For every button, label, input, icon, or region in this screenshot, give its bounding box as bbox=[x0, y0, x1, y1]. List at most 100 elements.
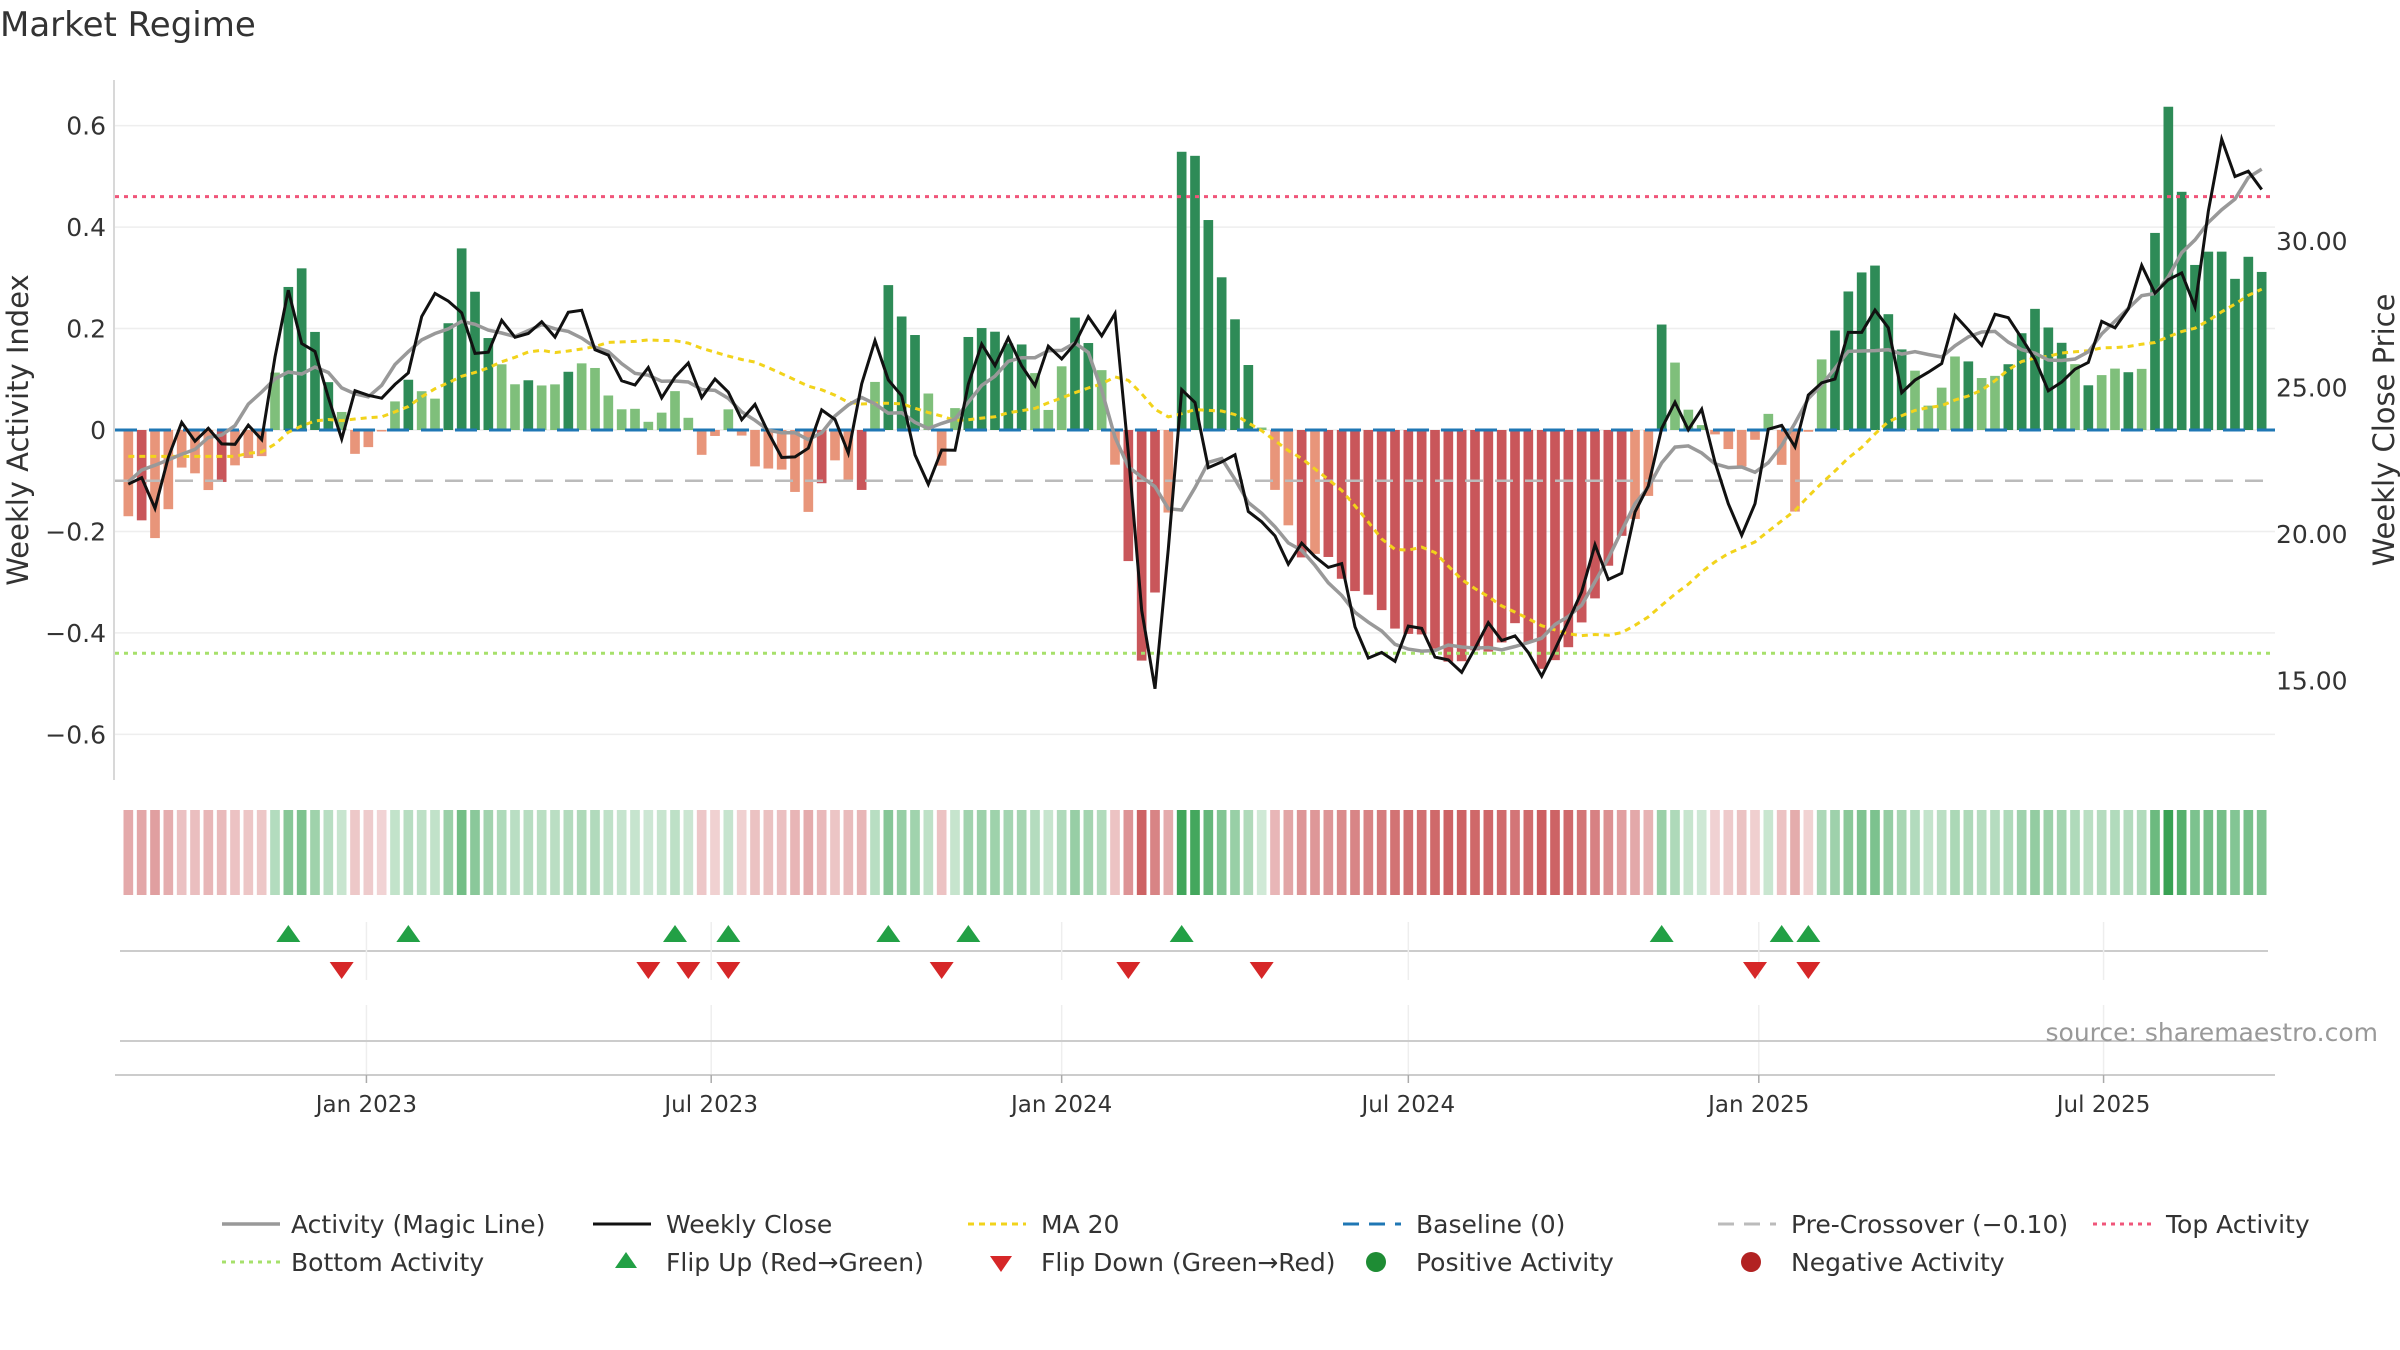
regime-cell bbox=[643, 810, 654, 895]
x-tick-label: Jan 2023 bbox=[314, 1092, 417, 1118]
activity-bar bbox=[1390, 430, 1400, 629]
regime-cell bbox=[1550, 810, 1560, 895]
activity-bar bbox=[736, 430, 747, 436]
regime-cell bbox=[1243, 810, 1254, 895]
chart-title: Market Regime bbox=[0, 5, 256, 45]
regime-cell bbox=[150, 810, 160, 895]
regime-cell bbox=[1296, 810, 1307, 895]
regime-cell bbox=[2110, 810, 2120, 895]
flip-up-marker bbox=[1649, 925, 1674, 942]
activity-bar bbox=[1230, 319, 1240, 430]
legend-label-ma20: MA 20 bbox=[1041, 1210, 1119, 1239]
regime-cell bbox=[523, 810, 534, 895]
y-left-tick-label: −0.6 bbox=[45, 720, 106, 749]
activity-bar bbox=[296, 268, 307, 430]
x-tick-label: Jul 2025 bbox=[2055, 1092, 2151, 1118]
activity-bar bbox=[510, 384, 520, 430]
activity-bar bbox=[1296, 430, 1307, 558]
legend-swatch-positive bbox=[1366, 1252, 1386, 1272]
regime-cell bbox=[1683, 810, 1694, 895]
regime-cell bbox=[1896, 810, 1907, 895]
regime-cell bbox=[2016, 810, 2027, 895]
activity-bar bbox=[163, 430, 174, 510]
activity-bar bbox=[1176, 151, 1187, 430]
activity-bar bbox=[830, 430, 840, 461]
legend-label-baseline: Baseline (0) bbox=[1416, 1210, 1565, 1239]
regime-cell bbox=[790, 810, 800, 895]
regime-cell bbox=[670, 810, 680, 895]
regime-cell bbox=[2123, 810, 2134, 895]
regime-cell bbox=[2243, 810, 2254, 895]
x-tick-label: Jan 2025 bbox=[1706, 1092, 1809, 1118]
regime-cell bbox=[896, 810, 907, 895]
activity-bar bbox=[576, 363, 587, 430]
regime-cell bbox=[710, 810, 720, 895]
activity-bar bbox=[1310, 430, 1320, 554]
activity-bar bbox=[896, 316, 907, 430]
regime-cell bbox=[923, 810, 934, 895]
flip-down-marker bbox=[676, 962, 701, 979]
activity-bar bbox=[1096, 370, 1107, 430]
regime-cell bbox=[163, 810, 174, 895]
regime-cell bbox=[136, 810, 147, 895]
regime-cell bbox=[1630, 810, 1640, 895]
legend-label-top-activity: Top Activity bbox=[2165, 1210, 2310, 1239]
regime-cell bbox=[856, 810, 867, 895]
regime-cell bbox=[1363, 810, 1374, 895]
activity-bar bbox=[1936, 387, 1947, 430]
activity-bar bbox=[1016, 344, 1027, 430]
weekly-close-line bbox=[127, 133, 2263, 689]
regime-cell bbox=[1750, 810, 1760, 895]
regime-cell bbox=[536, 810, 547, 895]
activity-bar bbox=[310, 331, 320, 430]
activity-bar bbox=[1710, 430, 1720, 435]
regime-cell bbox=[1830, 810, 1840, 895]
legend: Activity (Magic Line) Weekly Close MA 20… bbox=[222, 1210, 2310, 1277]
regime-cell bbox=[2043, 810, 2054, 895]
regime-cell bbox=[1070, 810, 1080, 895]
y-right-tick-label: 30.00 bbox=[2276, 227, 2348, 256]
activity-bar bbox=[750, 430, 760, 467]
activity-bar bbox=[363, 430, 374, 448]
activity-bar bbox=[430, 398, 440, 430]
y-left-tick-label: 0.2 bbox=[66, 315, 106, 344]
regime-cell bbox=[603, 810, 614, 895]
regime-cell bbox=[1790, 810, 1800, 895]
regime-cell bbox=[1776, 810, 1787, 895]
regime-cell bbox=[256, 810, 267, 895]
regime-cell bbox=[350, 810, 360, 895]
source-note: source: sharemaestro.com bbox=[2046, 1018, 2379, 1047]
activity-bar bbox=[1990, 375, 2000, 430]
regime-cell bbox=[2256, 810, 2267, 895]
y-right-tick-label: 20.00 bbox=[2276, 520, 2348, 549]
activity-bar bbox=[150, 430, 160, 539]
regime-cell bbox=[1176, 810, 1187, 895]
activity-bar bbox=[763, 430, 774, 469]
flip-up-marker bbox=[956, 925, 981, 942]
regime-cell bbox=[1590, 810, 1600, 895]
regime-cell bbox=[736, 810, 747, 895]
activity-bar bbox=[1243, 365, 1254, 430]
activity-bar bbox=[910, 335, 920, 430]
activity-bar bbox=[590, 367, 600, 430]
activity-bar bbox=[1763, 413, 1774, 430]
activity-bar bbox=[1163, 430, 1174, 513]
flip-up-marker bbox=[1796, 925, 1821, 942]
activity-bar bbox=[710, 430, 720, 436]
activity-bar bbox=[2136, 368, 2147, 430]
regime-cell bbox=[496, 810, 507, 895]
activity-bar bbox=[1203, 220, 1214, 430]
activity-bar bbox=[1976, 378, 1987, 430]
regime-cell bbox=[776, 810, 787, 895]
regime-cell bbox=[1563, 810, 1574, 895]
flip-up-marker bbox=[876, 925, 901, 942]
activity-bar bbox=[2216, 251, 2227, 430]
flip-down-marker bbox=[1116, 962, 1141, 979]
main-panel: 0.6 0.4 0.2 0 −0.2 −0.4 −0.6 30.00 25.00 20.00 15… bbox=[1, 80, 2400, 780]
regime-cell bbox=[1950, 810, 1960, 895]
regime-cell bbox=[963, 810, 974, 895]
regime-cell bbox=[336, 810, 347, 895]
regime-cell bbox=[630, 810, 640, 895]
activity-bar bbox=[1750, 430, 1760, 440]
